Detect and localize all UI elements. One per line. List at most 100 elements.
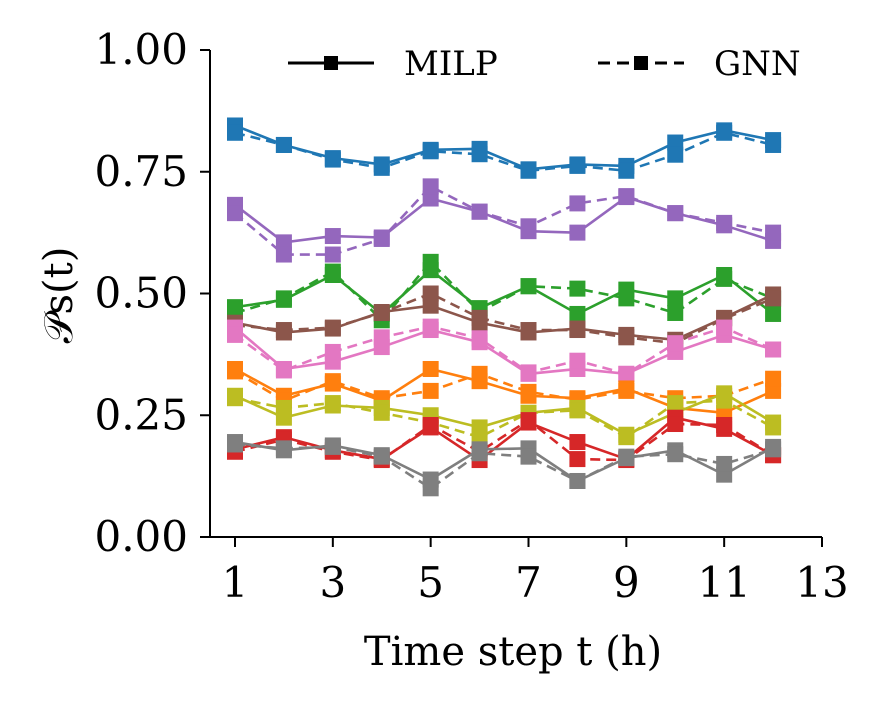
series-line-gnn: [234, 184, 774, 256]
data-point-gnn: [227, 124, 243, 141]
legend-label-milp: MILP: [404, 44, 498, 84]
series-line-gnn: [234, 292, 774, 345]
data-point-gnn: [618, 290, 635, 307]
data-point-gnn: [471, 203, 488, 220]
data-point-gnn: [471, 445, 488, 462]
data-point-gnn: [765, 441, 782, 458]
data-point-gnn: [520, 278, 537, 295]
data-point-milp: [765, 305, 782, 322]
series-line-milp: [234, 391, 774, 437]
x-tick-label: 13: [795, 558, 848, 607]
data-point-milp: [569, 224, 586, 241]
data-point-gnn: [373, 304, 390, 321]
data-point-gnn: [765, 370, 782, 387]
data-point-gnn: [569, 352, 586, 369]
data-point-milp: [765, 382, 782, 399]
legend-marker-gnn: [634, 56, 648, 70]
data-point-gnn: [373, 159, 390, 176]
data-point-gnn: [471, 429, 488, 446]
data-point-gnn: [520, 364, 537, 381]
series-line-milp: [234, 124, 774, 171]
data-point-gnn: [618, 429, 635, 446]
series-line-gnn: [234, 325, 774, 376]
data-point-gnn: [324, 263, 341, 280]
data-point-milp: [716, 404, 733, 421]
data-point-gnn: [422, 178, 439, 195]
data-point-gnn: [618, 448, 635, 465]
x-tick-label: 11: [697, 558, 750, 607]
data-point-gnn: [471, 330, 488, 347]
data-point-gnn: [422, 143, 439, 160]
data-point-milp: [422, 190, 439, 207]
data-point-gnn: [765, 290, 782, 307]
data-point-gnn: [716, 392, 733, 409]
ticks: 0.000.250.500.751.001 3 5 7 9 11 13: [94, 25, 848, 607]
data-point-gnn: [324, 246, 341, 263]
data-point-gnn: [275, 399, 292, 416]
data-point-gnn: [569, 472, 586, 489]
y-tick-label: 1.00: [94, 25, 188, 74]
y-tick-label: 0.00: [94, 512, 188, 561]
x-tick-label: 7: [515, 558, 542, 607]
data-point-gnn: [716, 214, 733, 231]
data-point-gnn: [373, 448, 390, 465]
data-point-gnn: [618, 162, 635, 179]
data-point-gnn: [667, 304, 684, 321]
data-point-gnn: [471, 146, 488, 163]
data-point-gnn: [227, 363, 243, 380]
x-axis-label: Time step t (h): [364, 629, 662, 675]
data-point-gnn: [275, 440, 292, 457]
series-line-gnn: [234, 370, 774, 403]
data-point-gnn: [324, 319, 341, 336]
data-point-gnn: [618, 382, 635, 399]
data-point-gnn: [765, 419, 782, 436]
plot-area: [227, 117, 782, 497]
data-point-gnn: [520, 383, 537, 400]
data-point-milp: [275, 234, 292, 251]
x-tick-label: 3: [319, 558, 346, 607]
data-point-gnn: [373, 404, 390, 421]
y-tick-label: 0.75: [94, 147, 188, 196]
data-point-gnn: [716, 270, 733, 287]
data-point-gnn: [716, 319, 733, 336]
data-point-gnn: [716, 455, 733, 472]
data-point-gnn: [618, 188, 635, 205]
data-point-gnn: [618, 329, 635, 346]
series-line-milp: [234, 326, 774, 376]
data-point-gnn: [520, 218, 537, 235]
series-line-gnn: [234, 131, 774, 173]
data-point-gnn: [422, 382, 439, 399]
data-point-gnn: [520, 448, 537, 465]
data-point-gnn: [422, 318, 439, 335]
data-point-gnn: [765, 224, 782, 241]
y-axis-label: 𝒫s(t): [36, 247, 82, 344]
data-point-gnn: [275, 322, 292, 339]
data-point-gnn: [275, 246, 292, 263]
data-point-gnn: [569, 451, 586, 468]
legend: MILP GNN: [288, 44, 801, 84]
series-line-milp: [234, 195, 774, 244]
data-point-gnn: [471, 309, 488, 326]
data-point-milp: [324, 228, 341, 245]
data-point-gnn: [520, 162, 537, 179]
series-line-gnn: [234, 418, 774, 462]
series-line-gnn: [234, 259, 774, 323]
data-point-gnn: [227, 390, 243, 407]
x-tick-label: 5: [417, 558, 444, 607]
data-point-gnn: [275, 290, 292, 307]
data-point-milp: [667, 134, 684, 151]
data-point-gnn: [422, 416, 439, 433]
data-point-gnn: [667, 416, 684, 433]
data-point-gnn: [569, 402, 586, 419]
data-point-gnn: [618, 365, 635, 382]
data-point-gnn: [569, 280, 586, 297]
data-point-gnn: [422, 253, 439, 270]
data-point-gnn: [667, 446, 684, 463]
x-tick-label: 1: [222, 558, 249, 607]
data-point-gnn: [227, 436, 243, 453]
data-point-gnn: [324, 151, 341, 168]
data-point-gnn: [324, 373, 341, 390]
data-point-gnn: [667, 335, 684, 352]
data-point-gnn: [716, 124, 733, 141]
